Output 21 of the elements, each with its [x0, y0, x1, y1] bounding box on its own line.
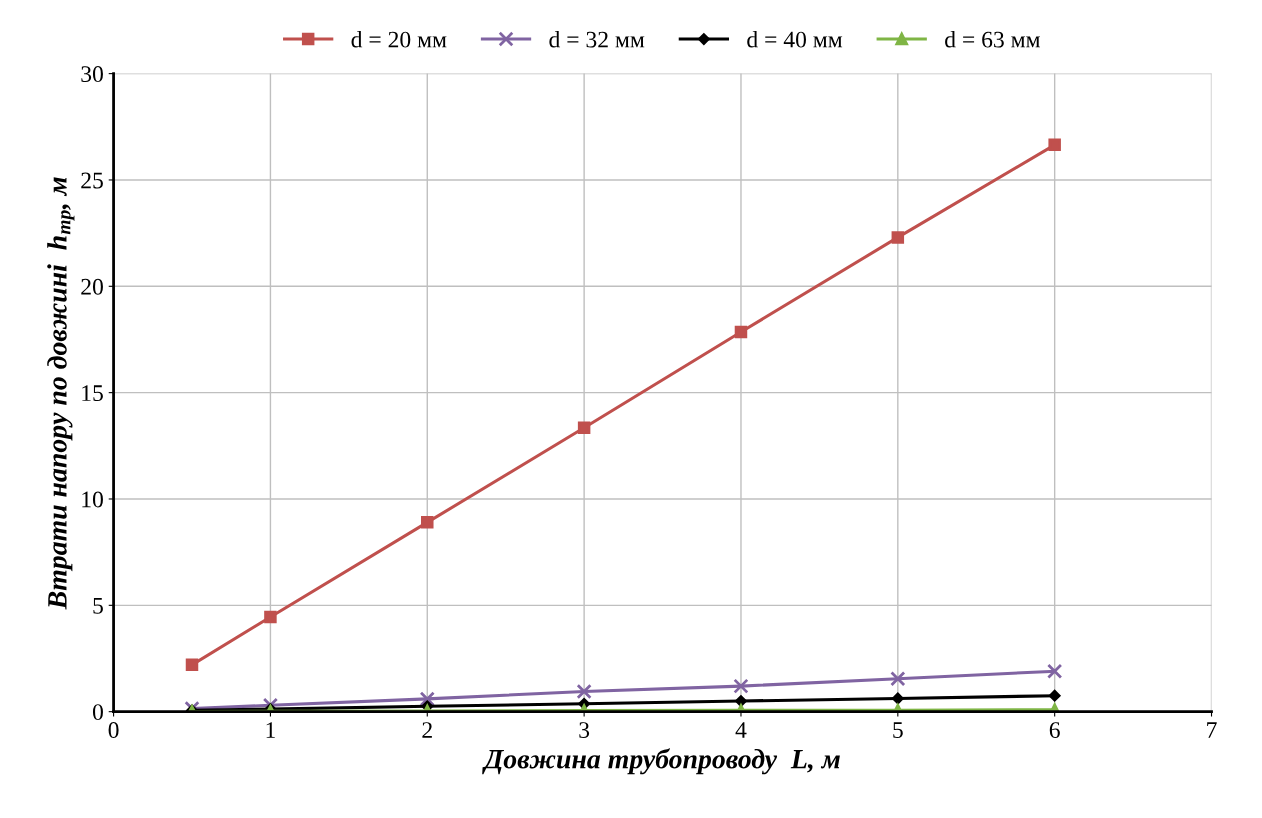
- x-tick-label: 0: [108, 722, 119, 738]
- y-tick-label: 15: [82, 385, 103, 402]
- x-tick-label: 4: [735, 722, 747, 738]
- x-tick-label: 6: [1049, 722, 1060, 738]
- y-axis-title: Втрати напору по довжині h$_{тр}$, м: [47, 177, 75, 610]
- x-tick-label: 1: [266, 722, 275, 738]
- y-tick-label: 20: [81, 278, 103, 295]
- x-tick-label: 5: [893, 722, 903, 738]
- legend-label: d = 63 мм: [945, 30, 1040, 48]
- legend-label: d = 20 мм: [351, 30, 447, 48]
- legend-label: d = 40 мм: [747, 30, 843, 48]
- y-tick-label: 10: [82, 491, 103, 508]
- y-tick-label: 30: [81, 66, 103, 83]
- y-tick-label: 25: [81, 172, 103, 189]
- x-axis-title: Довжина трубопроводу L, м: [482, 748, 840, 775]
- x-tick-label: 3: [579, 722, 590, 738]
- x-tick-label: 2: [422, 722, 432, 738]
- y-tick-label: 0: [92, 704, 103, 721]
- x-tick-label: 7: [1207, 722, 1217, 738]
- legend-label: d = 32 мм: [549, 30, 645, 48]
- y-tick-label: 5: [93, 598, 103, 614]
